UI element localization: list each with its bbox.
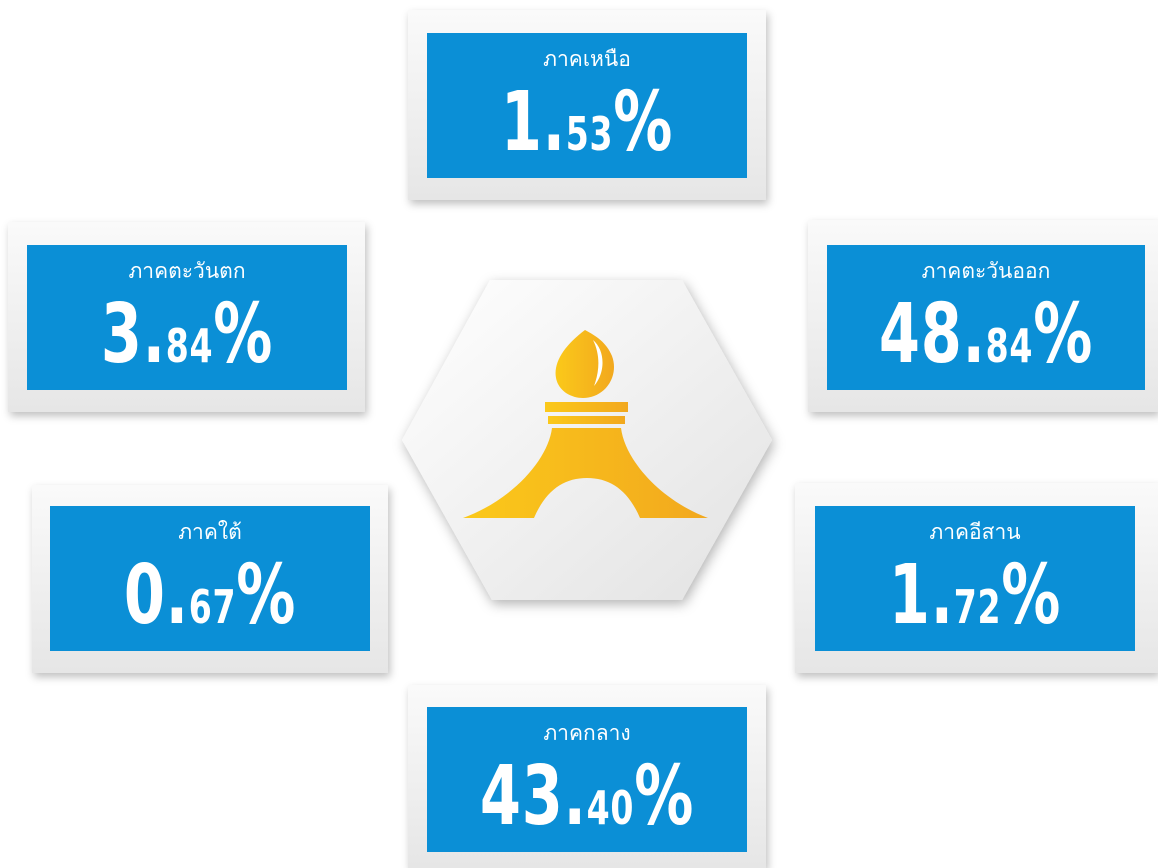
value-part: 3. [100,287,166,382]
region-value: 3.84% [72,285,302,396]
region-card: ภาคกลาง 43.40% [408,685,766,868]
logo [463,330,708,518]
value-part: 53 [565,107,614,161]
card-panel: ภาคตะวันออก 48.84% [827,245,1145,390]
region-name: ภาคอีสาน [929,520,1021,544]
value-part: 72 [953,580,1002,634]
value-part: 84 [165,319,214,373]
value-part: 1. [888,548,954,643]
region-value: 1.53% [472,73,702,184]
region-card: ภาคอีสาน 1.72% [795,483,1158,673]
region-name: ภาคเหนือ [543,47,631,71]
card-panel: ภาคใต้ 0.67% [50,506,370,651]
value-part: % [634,749,695,844]
region-value: 43.40% [472,747,702,858]
region-name: ภาคตะวันออก [921,259,1051,283]
logo-highlight [593,340,603,386]
region-card: ภาคตะวันออก 48.84% [808,220,1158,412]
value-part: 48. [878,287,986,382]
region-value: 0.67% [95,546,325,657]
card-panel: ภาคอีสาน 1.72% [815,506,1135,651]
region-card: ภาคเหนือ 1.53% [408,10,766,200]
region-name: ภาคใต้ [178,520,242,544]
card-panel: ภาคกลาง 43.40% [427,707,747,852]
value-part: 43. [479,749,587,844]
region-name: ภาคตะวันตก [128,259,246,283]
card-panel: ภาคตะวันตก 3.84% [27,245,347,390]
value-part: % [213,287,274,382]
value-part: 40 [586,781,635,835]
value-part: 84 [985,319,1034,373]
value-part: 1. [500,75,566,170]
value-part: 0. [123,548,189,643]
region-value: 1.72% [860,546,1090,657]
value-part: % [613,75,674,170]
value-part: % [1033,287,1094,382]
region-value: 48.84% [872,285,1101,396]
region-card: ภาคใต้ 0.67% [32,485,388,673]
region-name: ภาคกลาง [543,721,631,745]
value-part: % [236,548,297,643]
card-panel: ภาคเหนือ 1.53% [427,33,747,178]
region-card: ภาคตะวันตก 3.84% [8,222,365,412]
value-part: % [1001,548,1062,643]
value-part: 67 [188,580,237,634]
